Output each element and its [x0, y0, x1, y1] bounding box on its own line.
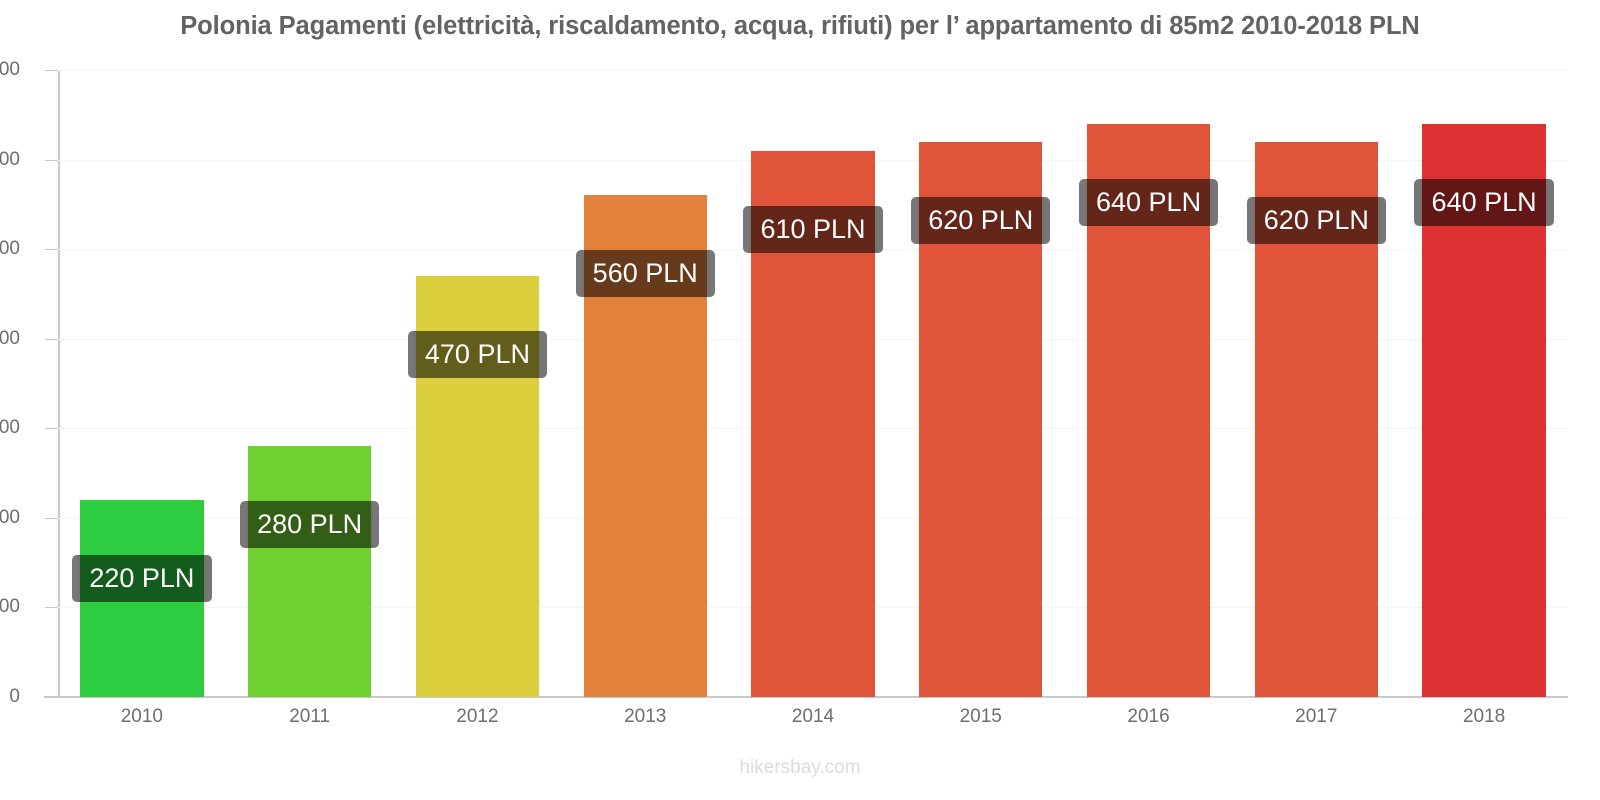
y-axis-tick-mark	[45, 517, 58, 519]
bar-slot	[919, 70, 1043, 697]
bar-slot	[80, 70, 204, 697]
y-axis-tick-mark	[45, 607, 58, 609]
x-axis-tick-labels: 2010 2011 2012 2013 2014 2015 2016 2017 2018	[58, 706, 1568, 746]
y-axis-tick-mark	[45, 428, 58, 430]
bar-2011[interactable]	[248, 446, 372, 697]
x-axis-tick-label-2015: 2015	[959, 706, 1002, 727]
y-axis-tick-label: 500	[0, 238, 20, 260]
bar-value-label: 620 PLN	[1246, 196, 1386, 244]
bar-slot	[1422, 70, 1546, 697]
x-axis-tick-label-2012: 2012	[456, 706, 499, 727]
bar-value-label: 640 PLN	[1078, 178, 1219, 226]
x-axis-line	[44, 696, 1568, 698]
y-axis-tick-mark	[45, 249, 58, 251]
bar-slot	[248, 70, 372, 697]
bar-slot	[415, 70, 540, 697]
chart-title: Polonia Pagamenti (elettricità, riscalda…	[180, 12, 1420, 40]
y-axis-tick-label: 300	[0, 417, 20, 439]
y-axis-tick-label: 100	[0, 596, 20, 618]
y-axis-tick-label: 400	[0, 327, 20, 349]
bar-slot	[1254, 70, 1378, 697]
bar-value-label: 610 PLN	[743, 205, 883, 253]
bar-value-label: 640 PLN	[1414, 178, 1554, 226]
bar-slot	[583, 70, 707, 697]
footer-credit: hikersbay.com	[739, 757, 861, 778]
y-axis-tick-label: 200	[0, 506, 20, 528]
bar-slot	[1086, 70, 1211, 697]
x-axis-tick-label-2013: 2013	[624, 706, 667, 727]
bar-slot	[751, 70, 875, 697]
y-axis-tick-mark	[45, 697, 58, 698]
bar-value-label: 560 PLN	[575, 250, 715, 298]
y-axis-line	[58, 70, 60, 697]
bar-value-label: 280 PLN	[240, 501, 380, 549]
y-axis-tick-mark	[45, 70, 58, 71]
x-axis-tick-label-2014: 2014	[791, 706, 835, 727]
y-axis-tick-mark	[45, 159, 58, 161]
x-axis-tick-label-2011: 2011	[289, 706, 331, 727]
y-axis-tick-label: 700	[0, 59, 20, 80]
y-axis-tick-label: 0	[9, 686, 20, 707]
bar-value-label: 470 PLN	[407, 331, 548, 378]
bars-layer: 220 PLN 280 PLN 470 PLN 560 PLN 610 PLN 620 P…	[58, 70, 1568, 697]
y-axis-tick-mark	[45, 338, 58, 340]
x-axis-tick-label-2018: 2018	[1462, 706, 1506, 727]
bar-value-label: 620 PLN	[911, 196, 1051, 244]
x-axis-tick-label-2016: 2016	[1127, 706, 1170, 727]
x-axis-tick-label-2010: 2010	[120, 706, 164, 727]
gridline	[58, 70, 1568, 71]
x-axis-tick-label-2017: 2017	[1295, 706, 1338, 727]
bar-value-label: 220 PLN	[72, 554, 212, 602]
y-axis-tick-label: 600	[0, 148, 20, 170]
